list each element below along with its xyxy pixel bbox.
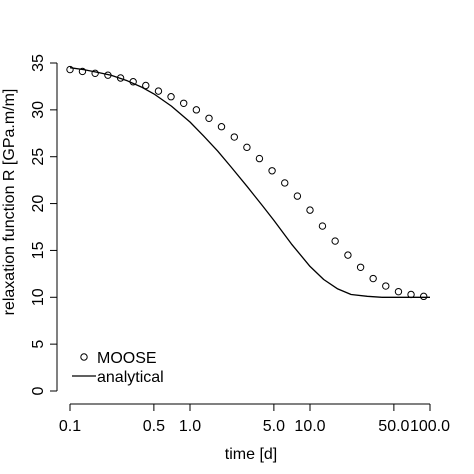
data-point-moose: [192, 106, 201, 114]
data-point-moose: [179, 99, 188, 107]
y-tick-label: 5: [30, 340, 47, 349]
data-point-moose: [268, 167, 276, 175]
legend-label: MOOSE: [97, 350, 157, 367]
legend: MOOSE analytical: [72, 350, 164, 386]
data-point-moose: [369, 274, 377, 283]
x-tick-label: 0.5: [143, 418, 165, 435]
data-point-moose: [167, 93, 175, 101]
data-point-moose: [230, 133, 239, 141]
data-point-moose: [217, 123, 226, 131]
x-axis-title: time [d]: [225, 446, 277, 463]
data-point-moose: [243, 143, 251, 152]
data-point-moose: [281, 179, 289, 187]
axes: 0.1 0.5 1.0 5.0 10.0 50.0 100.0 0 5 10 15 20 25 30 35: [30, 54, 450, 435]
data-point-moose: [318, 222, 327, 230]
y-tick-label: 0: [30, 386, 47, 395]
x-tick-label: 100.0: [410, 418, 450, 435]
x-tick-label: 10.0: [294, 418, 325, 435]
legend-label: analytical: [97, 369, 164, 386]
data-point-moose: [306, 206, 314, 214]
y-tick-label: 25: [30, 148, 47, 166]
data-point-moose: [344, 251, 352, 259]
data-point-moose: [255, 154, 264, 163]
data-point-moose: [419, 292, 428, 301]
x-tick-label: 1.0: [179, 418, 201, 435]
data-point-moose: [356, 263, 365, 271]
y-tick-label: 10: [30, 288, 47, 306]
y-tick-label: 20: [30, 195, 47, 213]
y-tick-label: 30: [30, 101, 47, 119]
x-tick-label: 0.1: [59, 418, 81, 435]
data-point-moose: [205, 114, 213, 122]
data-point-moose: [78, 67, 87, 76]
plot-area: [66, 65, 430, 301]
data-point-moose: [331, 237, 339, 245]
data-point-moose: [382, 282, 390, 290]
y-axis-title: relaxation function R [GPa.m/m]: [1, 89, 18, 316]
series-line-analytical: [69, 67, 430, 298]
data-point-moose: [91, 69, 99, 78]
x-tick-label: 50.0: [378, 418, 409, 435]
legend-circle-swatch: [80, 353, 88, 361]
data-point-moose: [66, 65, 74, 74]
x-tick-label: 5.0: [263, 418, 285, 435]
data-point-moose: [154, 87, 163, 95]
y-tick-label: 35: [30, 54, 47, 72]
y-tick-label: 15: [30, 241, 47, 259]
data-point-moose: [394, 287, 403, 296]
data-point-moose: [293, 192, 302, 200]
